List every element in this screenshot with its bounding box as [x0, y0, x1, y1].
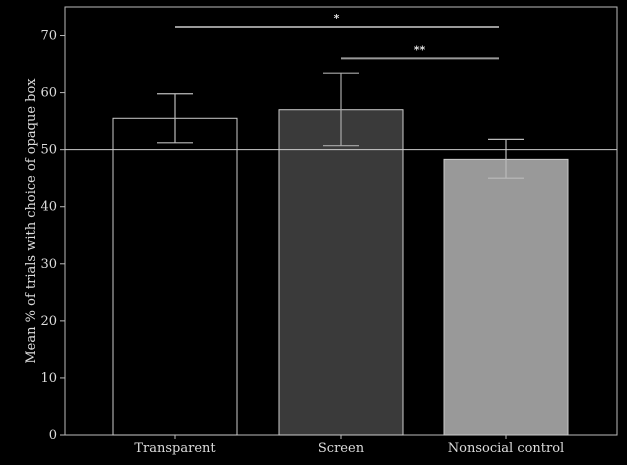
significance-label-0: * — [334, 12, 340, 25]
y-tick-label-70: 70 — [40, 29, 57, 44]
x-tick-label-nonsocial-control: Nonsocial control — [448, 441, 564, 456]
bar-screen — [278, 109, 404, 436]
y-tick-label-60: 60 — [40, 86, 57, 101]
y-tick-label-20: 20 — [40, 314, 57, 329]
bar-transparent — [112, 117, 238, 436]
significance-label-1: ** — [414, 43, 426, 56]
bar-nonsocial-control — [443, 158, 569, 436]
x-tick-label-screen: Screen — [318, 441, 365, 456]
x-tick-label-transparent: Transparent — [134, 441, 216, 456]
y-tick-label-50: 50 — [40, 143, 57, 158]
y-tick-label-0: 0 — [49, 428, 57, 443]
y-tick-label-30: 30 — [40, 257, 57, 272]
y-axis-title: Mean % of trials with choice of opaque b… — [24, 78, 39, 364]
y-tick-label-40: 40 — [40, 200, 57, 215]
y-tick-label-10: 10 — [40, 371, 57, 386]
